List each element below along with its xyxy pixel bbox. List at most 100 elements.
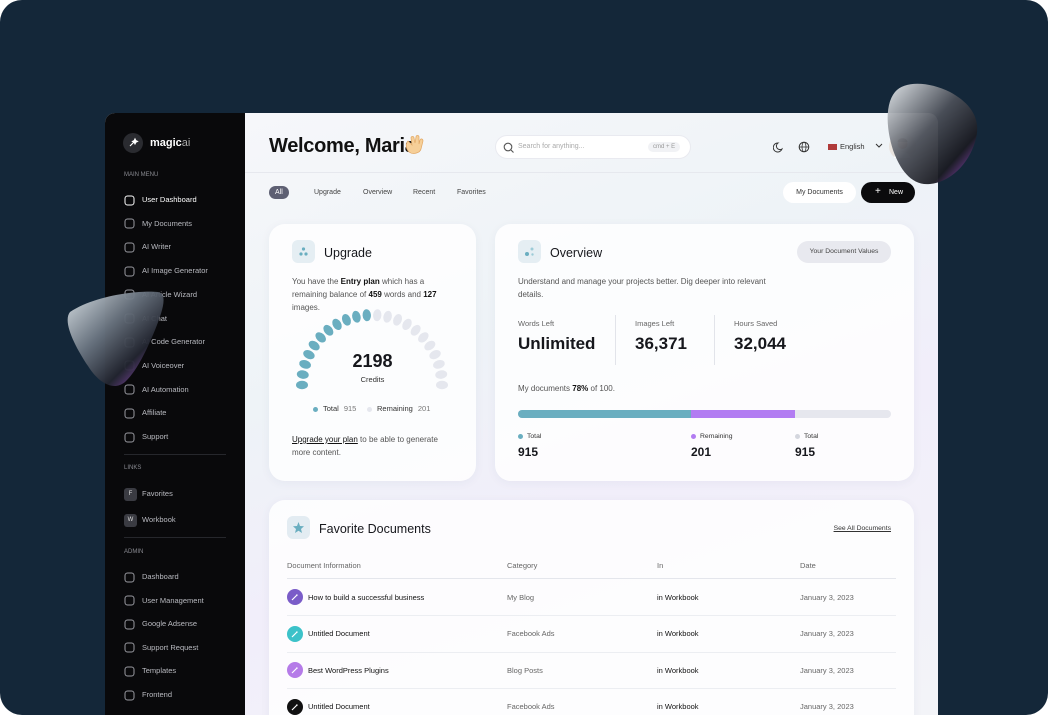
legend-value: 201 [691, 445, 712, 459]
icon-shape [124, 595, 135, 606]
menu-icon [124, 384, 135, 395]
brand-name: magic [150, 137, 182, 149]
document-values-button[interactable]: Your Document Values [797, 241, 891, 263]
gauge-dot [410, 324, 421, 336]
card-description: You have the Entry plan which has a rema… [292, 275, 457, 314]
menu-icon [124, 266, 135, 277]
card-icon [287, 516, 310, 539]
menu-item[interactable]: AI Image Generator [142, 266, 208, 276]
stat-value: 36,371 [635, 334, 687, 353]
doc-date: January 3, 2023 [800, 592, 854, 602]
stat-divider [615, 315, 616, 365]
tab[interactable]: Favorites [457, 189, 486, 196]
legend-label: Total [527, 433, 542, 440]
icon-shape [124, 266, 135, 277]
search-box[interactable]: Search for anything... cmd + E [495, 135, 691, 159]
legend-name: Total [323, 404, 339, 413]
doc-date: January 3, 2023 [800, 702, 854, 711]
new-button[interactable]: + New [861, 182, 915, 203]
menu-item[interactable]: Dashboard [142, 572, 179, 581]
card-title: Favorite Documents [319, 522, 431, 536]
my-documents-button[interactable]: My Documents [783, 182, 856, 203]
gauge-dot [429, 350, 441, 360]
divider [287, 578, 896, 579]
menu-item[interactable]: My Documents [142, 218, 193, 228]
card-footer: Upgrade your plan to be able to generate… [292, 433, 457, 459]
doc-category: My Blog [507, 592, 535, 602]
menu-item[interactable]: Google Adsense [142, 619, 198, 629]
tab[interactable]: Recent [413, 189, 436, 196]
pen [291, 667, 298, 674]
text: You have the [292, 277, 341, 286]
emphasis: Entry plan [340, 277, 380, 286]
menu-item[interactable]: AI Automation [142, 384, 189, 394]
legend-value: 915 [343, 404, 357, 413]
page-title: Welcome, Maria [269, 135, 416, 157]
dark-mode-toggle[interactable] [773, 141, 785, 153]
gauge-dot [299, 359, 311, 369]
upgrade-link[interactable]: Upgrade your plan [292, 435, 358, 444]
language: English [840, 142, 865, 151]
language-select[interactable]: English [828, 142, 865, 151]
menu-item[interactable]: Workbook [142, 515, 176, 524]
menu-item[interactable]: Support Request [142, 642, 199, 652]
menu-item[interactable]: AI Code Generator [142, 337, 205, 347]
doc-folder: in Workbook [657, 665, 699, 675]
menu-item[interactable]: Favorites [142, 489, 173, 498]
legend-dot [367, 406, 372, 412]
glass-blob [67, 291, 164, 387]
icon-shape [124, 408, 135, 419]
app-window: magicai MAIN MENU LINKS ADMIN User Dashb… [105, 113, 938, 715]
icon-glyph [525, 247, 534, 256]
column-header: In [657, 561, 664, 570]
tab[interactable]: Upgrade [314, 189, 341, 196]
stat-value: 32,044 [734, 334, 786, 353]
credits-label: Credits [360, 375, 385, 384]
gauge-dot [433, 359, 445, 369]
emphasis: 127 [423, 290, 437, 299]
gauge-dot [315, 332, 326, 343]
menu-item[interactable]: User Dashboard [142, 195, 197, 204]
globe-icon[interactable] [798, 141, 810, 153]
menu-icon [124, 408, 135, 419]
gauge-dot [436, 380, 448, 390]
menu-item[interactable]: AI Voiceover [142, 360, 185, 370]
menu-icon [124, 619, 135, 630]
legend-value: 201 [417, 404, 431, 413]
menu-item[interactable]: Frontend [142, 690, 173, 699]
legend-item: Remaining 201 [367, 404, 430, 413]
icon-shape [124, 242, 135, 253]
gauge-dot [308, 340, 320, 351]
pen [291, 594, 298, 601]
icon-shape [124, 432, 135, 442]
tab[interactable]: Overview [363, 189, 393, 196]
legend-name: Remaining [691, 433, 733, 440]
text: images. [292, 303, 321, 312]
doc-title[interactable]: Untitled Document [308, 702, 370, 711]
doc-title[interactable]: Untitled Document [308, 629, 370, 638]
card-icon [518, 240, 541, 263]
menu-item[interactable]: Support [142, 432, 169, 441]
doc-date: January 3, 2023 [800, 629, 854, 638]
text: My documents [518, 384, 573, 393]
icon-shape [124, 218, 135, 229]
progress-remaining [691, 410, 795, 418]
section-label: ADMIN [124, 549, 144, 555]
progress-total [518, 410, 691, 418]
text: of 100. [588, 384, 615, 393]
menu-icon [124, 218, 135, 229]
menu-item[interactable]: AI Article Wizard [142, 289, 198, 299]
tab[interactable]: All [269, 186, 289, 199]
see-all-link[interactable]: See All Documents [833, 525, 891, 532]
menu-item[interactable]: Affiliate [142, 408, 167, 418]
doc-title[interactable]: Best WordPress Plugins [308, 665, 389, 675]
doc-title[interactable]: How to build a successful business [308, 592, 425, 602]
card-title: Upgrade [324, 246, 372, 260]
menu-item[interactable]: Templates [142, 666, 177, 676]
menu-item[interactable]: User Management [142, 595, 204, 605]
pen [291, 703, 298, 710]
menu-item[interactable]: AI Writer [142, 242, 172, 252]
legend-name: Total [518, 433, 541, 440]
link-badge: F [124, 487, 137, 501]
favorites-card: Favorite Documents See All Documents Doc… [269, 500, 914, 715]
